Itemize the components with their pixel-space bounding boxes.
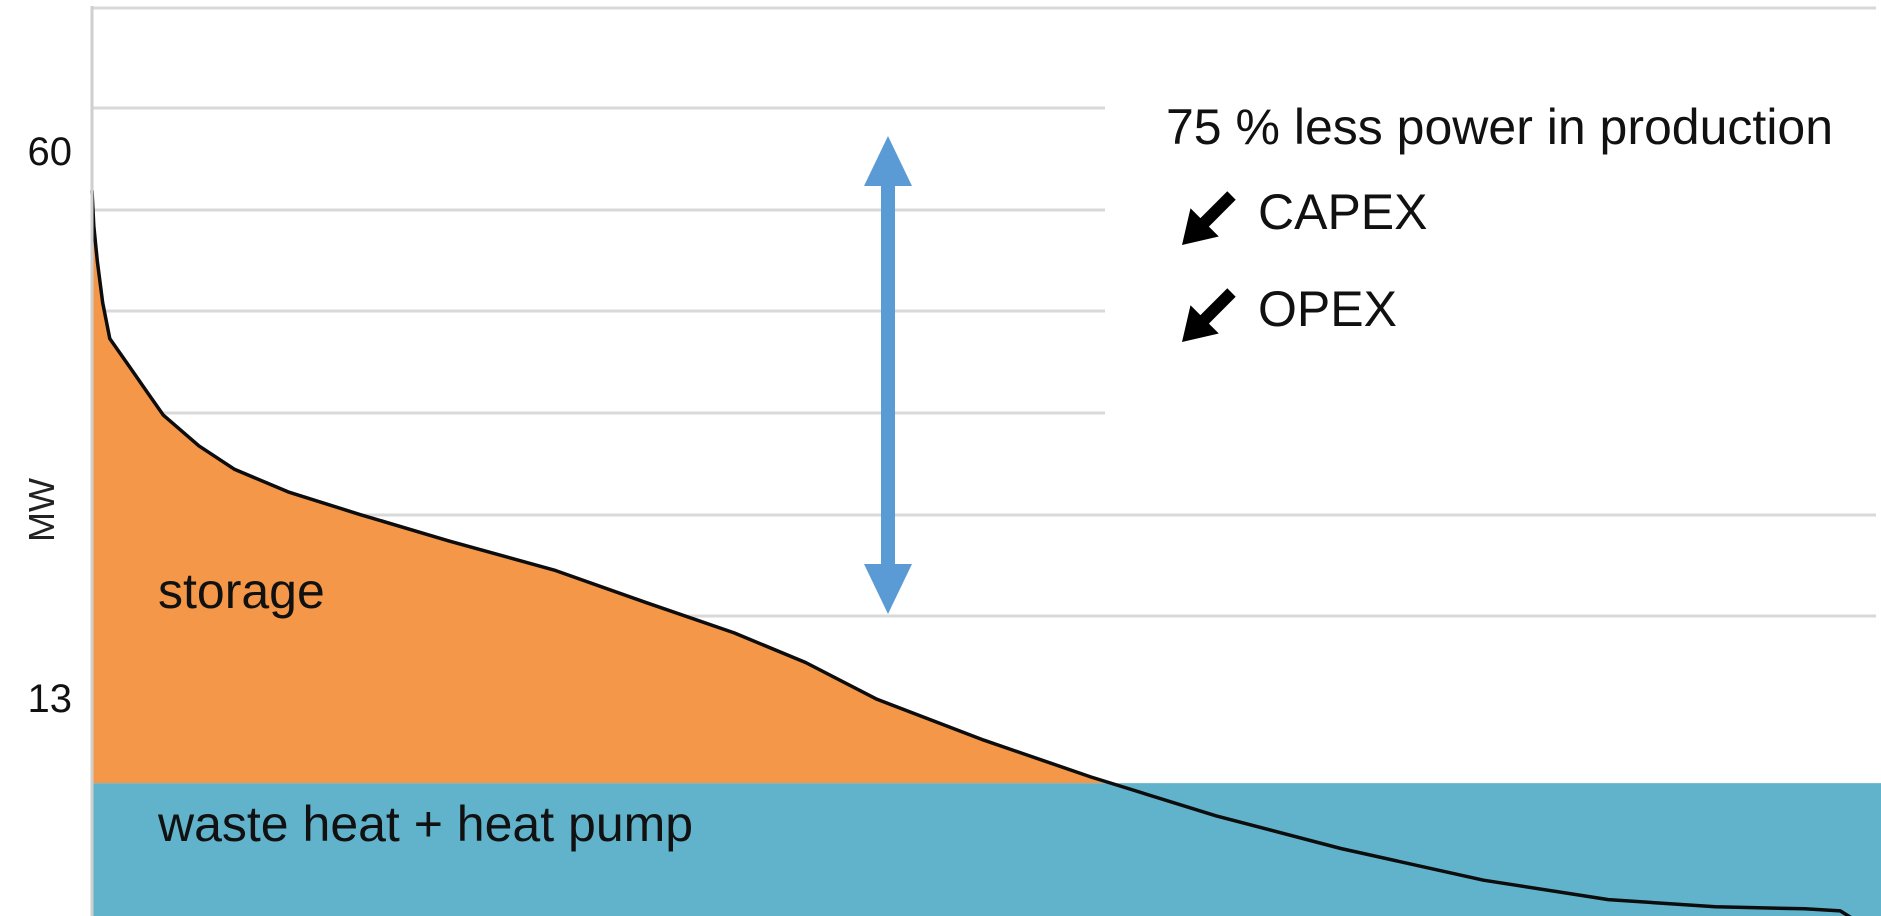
reduction-arrow-shaft	[881, 181, 895, 569]
waste-heat-heat-pump-area	[92, 783, 1881, 916]
opex-label: OPEX	[1258, 281, 1397, 337]
waste-heat-heat-pump-label: waste heat + heat pump	[157, 796, 693, 852]
power-reduction-note: 75 % less power in production	[1166, 99, 1833, 155]
y-tick-label-60: 60	[28, 130, 73, 174]
y-axis-label: MW	[21, 478, 62, 542]
arrow-up-icon	[864, 136, 912, 186]
capex-down-arrow-icon	[1182, 191, 1236, 245]
y-tick-label-13: 13	[28, 677, 73, 721]
opex-down-arrow-icon	[1182, 288, 1236, 342]
storage-label: storage	[158, 563, 325, 619]
arrow-down-icon	[864, 564, 912, 614]
capex-label: CAPEX	[1258, 184, 1428, 240]
duration-curve-line	[90, 190, 1852, 916]
power-reduction-arrow	[864, 136, 912, 614]
storage-area	[92, 190, 1111, 784]
